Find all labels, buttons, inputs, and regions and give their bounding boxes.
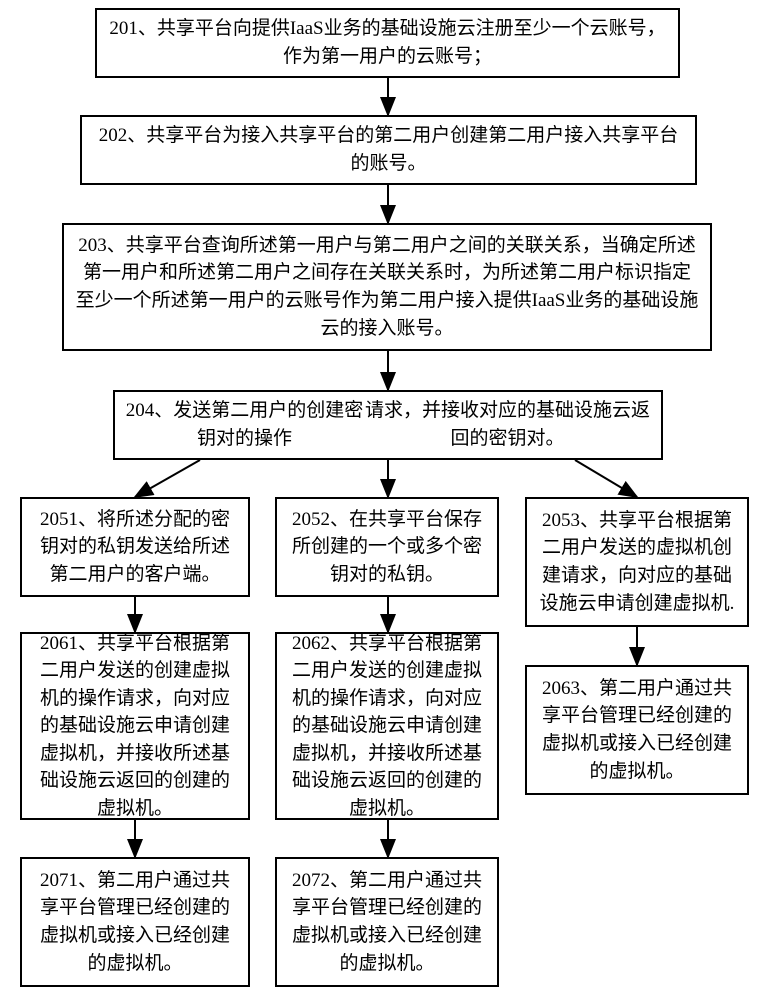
flow-node-n2061: 2061、共享平台根据第二用户发送的创建虚拟机的操作请求，向对应的基础设施云申请… <box>20 632 250 820</box>
flow-node-n2051: 2051、将所述分配的密钥对的私钥发送给所述第二用户的客户端。 <box>20 497 250 597</box>
flow-node-n2062: 2062、共享平台根据第二用户发送的创建虚拟机的操作请求，向对应的基础设施云申请… <box>275 632 499 820</box>
flow-node-n2053: 2053、共享平台根据第二用户发送的虚拟机创建请求，向对应的基础设施云申请创建虚… <box>525 497 749 627</box>
flow-node-n2072: 2072、第二用户通过共享平台管理已经创建的虚拟机或接入已经创建的虚拟机。 <box>275 857 499 987</box>
flow-node-n202: 202、共享平台为接入共享平台的第二用户创建第二用户接入共享平台的账号。 <box>80 115 697 185</box>
flow-node-n203: 203、共享平台查询所述第一用户与第二用户之间的关联关系，当确定所述第一用户和所… <box>62 223 712 351</box>
flow-node-n2063: 2063、第二用户通过共享平台管理已经创建的虚拟机或接入已经创建的虚拟机。 <box>525 665 749 795</box>
flow-node-n2071: 2071、第二用户通过共享平台管理已经创建的虚拟机或接入已经创建的虚拟机。 <box>20 857 250 987</box>
flow-node-n2052: 2052、在共享平台保存所创建的一个或多个密钥对的私钥。 <box>275 497 499 597</box>
flow-edge <box>575 460 637 497</box>
flow-node-n204: 204、发送第二用户的创建密钥对的操作请求，并接收对应的基础设施云返回的密钥对。 <box>113 390 663 460</box>
flowchart-canvas: 201、共享平台向提供IaaS业务的基础设施云注册至少一个云账号，作为第一用户的… <box>0 0 773 1000</box>
flow-edge <box>135 460 200 497</box>
flow-node-n201: 201、共享平台向提供IaaS业务的基础设施云注册至少一个云账号，作为第一用户的… <box>95 8 680 78</box>
